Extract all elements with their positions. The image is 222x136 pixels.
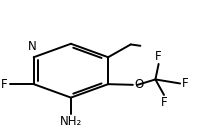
Text: F: F: [182, 77, 189, 90]
Text: F: F: [1, 78, 8, 91]
Text: F: F: [161, 96, 167, 109]
Text: O: O: [135, 78, 144, 91]
Text: N: N: [28, 40, 37, 52]
Text: NH₂: NH₂: [60, 115, 82, 128]
Text: F: F: [155, 50, 162, 63]
